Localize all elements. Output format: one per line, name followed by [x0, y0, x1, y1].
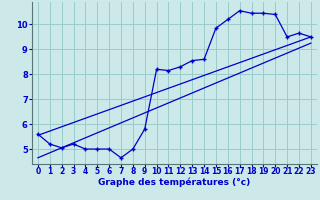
X-axis label: Graphe des températures (°c): Graphe des températures (°c) [98, 177, 251, 187]
